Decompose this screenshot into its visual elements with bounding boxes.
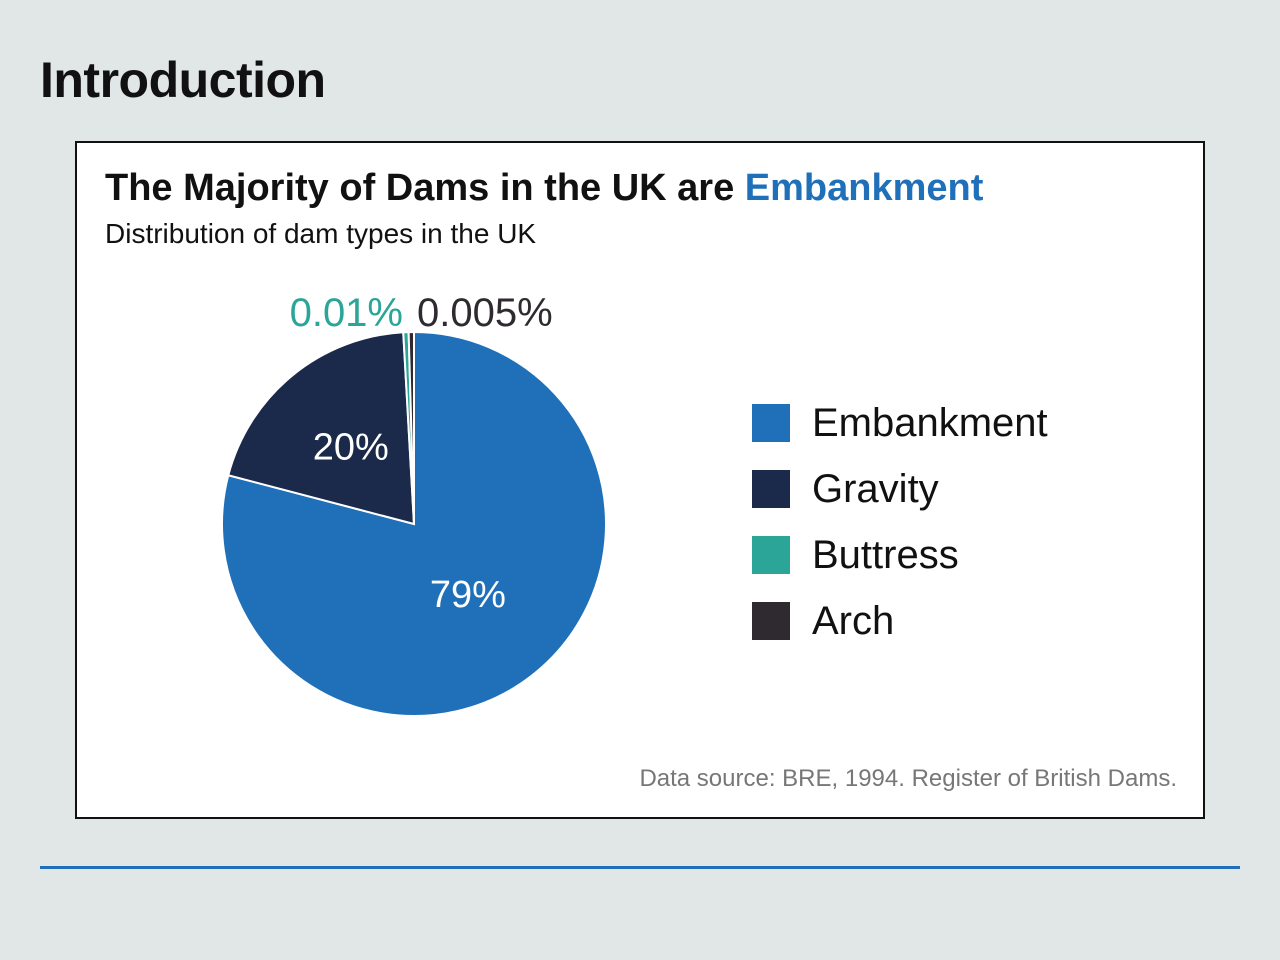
pie-slice-gravity [227, 331, 416, 526]
chart-title-text: The Majority of Dams in the UK are [105, 167, 745, 209]
legend-label-arch: Arch [812, 599, 895, 643]
slice-label-gravity: 20% [313, 427, 389, 469]
slice-label-arch: 0.005% [417, 291, 553, 335]
legend-item-arch: Arch [752, 601, 1048, 641]
legend-swatch-gravity [752, 470, 790, 508]
slice-label-buttress: 0.01% [290, 291, 403, 335]
legend-swatch-arch [752, 602, 790, 640]
chart-legend: Embankment Gravity Buttress Arch [752, 403, 1048, 667]
legend-label-buttress: Buttress [812, 533, 959, 577]
chart-subtitle: Distribution of dam types in the UK [105, 218, 537, 249]
legend-item-embankment: Embankment [752, 403, 1048, 443]
legend-item-buttress: Buttress [752, 535, 1048, 575]
legend-swatch-buttress [752, 536, 790, 574]
slice-label-embankment: 79% [430, 574, 506, 616]
chart-title: The Majority of Dams in the UK are Emban… [105, 165, 983, 211]
chart-title-accent: Embankment [744, 167, 984, 209]
bottom-rule [40, 866, 1240, 869]
pie-slice-arch [407, 330, 415, 525]
legend-label-embankment: Embankment [812, 401, 1048, 445]
data-source-note: Data source: BRE, 1994. Register of Brit… [639, 765, 1177, 792]
page-heading: Introduction [40, 52, 326, 108]
legend-label-gravity: Gravity [812, 467, 939, 511]
legend-swatch-embankment [752, 404, 790, 442]
legend-item-gravity: Gravity [752, 469, 1048, 509]
pie-chart: 79% 20% 0.01% 0.005% [221, 291, 607, 717]
chart-card: The Majority of Dams in the UK are Emban… [75, 141, 1205, 819]
